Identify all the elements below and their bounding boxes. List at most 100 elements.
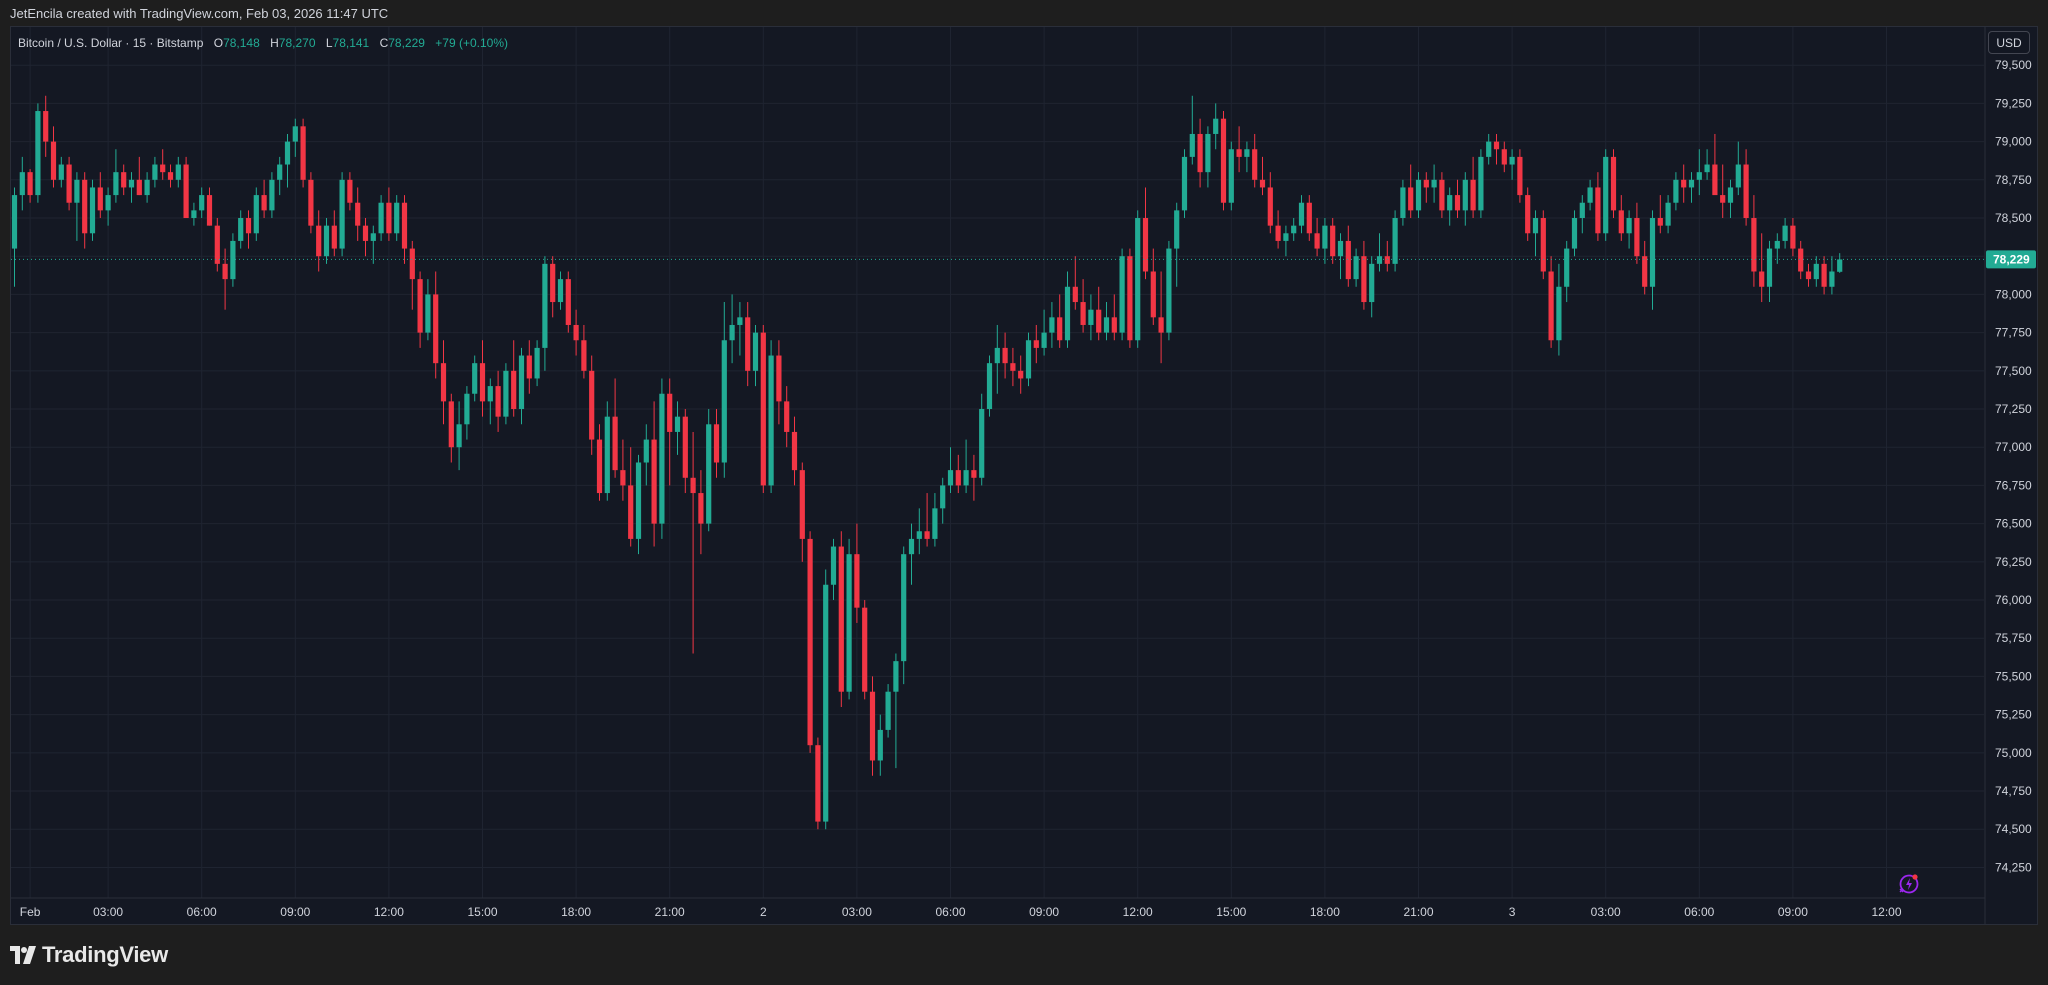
candle-body	[1696, 172, 1702, 180]
candle	[1127, 248, 1133, 348]
candle	[1025, 332, 1032, 387]
candlestick-chart[interactable]: 74,250 74,500 74,750 75,000 75,250 75,500 75,7…	[11, 27, 2037, 924]
candle	[1010, 347, 1016, 387]
candle-body	[932, 508, 938, 539]
candle-body	[963, 470, 969, 486]
candle	[791, 416, 798, 486]
candle	[323, 218, 330, 264]
candle	[50, 126, 57, 188]
candle-body	[1540, 218, 1546, 272]
candle	[89, 179, 96, 241]
candle	[1431, 164, 1437, 203]
candle-body	[1571, 218, 1578, 249]
candle-body	[573, 324, 579, 341]
candle	[1556, 263, 1562, 356]
candle	[916, 508, 922, 555]
candle	[1228, 141, 1234, 211]
x-tick-label: 18:00	[561, 905, 591, 919]
legend-close-label: C	[379, 36, 389, 50]
candle-body	[628, 485, 634, 539]
candle-body	[331, 225, 337, 249]
candle-body	[1774, 240, 1780, 249]
candle	[1002, 332, 1008, 379]
candle	[1720, 164, 1726, 219]
currency-button[interactable]: USD	[1988, 31, 2030, 54]
candle-body	[526, 355, 532, 379]
candle-body	[362, 225, 369, 241]
candle	[1712, 133, 1718, 196]
candle-body	[1712, 164, 1718, 196]
candle-body	[1002, 347, 1008, 364]
candle-body	[1431, 179, 1437, 188]
candle	[144, 172, 150, 203]
candle-body	[1033, 340, 1039, 348]
candle	[238, 210, 244, 249]
candle-body	[893, 661, 899, 692]
candle	[877, 714, 883, 776]
candle	[518, 347, 525, 425]
attribution-text: JetEncila created with TradingView.com, …	[10, 6, 389, 21]
candle	[66, 156, 72, 211]
candle-body	[947, 470, 954, 486]
candle	[199, 187, 205, 219]
candle-body	[1501, 149, 1507, 165]
last-price-badge: 78,229	[1986, 250, 2036, 269]
candle-body	[472, 363, 478, 394]
candle-body	[89, 187, 96, 234]
candle-body	[1681, 179, 1687, 188]
candle-body	[1751, 218, 1757, 272]
x-tick-label: 03:00	[93, 905, 123, 919]
candle-body	[885, 691, 891, 730]
candle-body	[1400, 187, 1406, 219]
candle	[815, 737, 821, 830]
chart-container[interactable]: 74,250 74,500 74,750 75,000 75,250 75,500 75,7…	[10, 26, 2038, 925]
candle-body	[1665, 202, 1671, 226]
replay-icon[interactable]	[1897, 872, 1921, 896]
candle	[1548, 256, 1554, 348]
candle-body	[1392, 218, 1398, 264]
candle-body	[557, 279, 564, 303]
candle	[690, 431, 696, 654]
candle	[1704, 149, 1710, 180]
candle	[183, 156, 189, 219]
x-tick-label: 21:00	[1403, 905, 1433, 919]
candle-body	[74, 179, 80, 203]
candle-body	[698, 493, 704, 524]
candle-body	[1064, 286, 1071, 341]
candle-body	[1057, 317, 1063, 341]
candle	[729, 294, 735, 364]
candle-body	[1634, 218, 1640, 257]
candle-body	[596, 439, 603, 494]
candles	[11, 95, 1843, 830]
candle	[651, 401, 657, 547]
candle-body	[807, 538, 813, 746]
candle-body	[1493, 141, 1500, 150]
legend-close-value: 78,229	[388, 36, 425, 50]
candle-body	[292, 126, 298, 142]
candle	[1361, 240, 1367, 310]
candle-body	[838, 546, 844, 692]
x-tick-label: 12:00	[374, 905, 404, 919]
candle	[245, 210, 252, 249]
legend-high-value: 78,270	[278, 36, 316, 50]
candle-body	[1096, 309, 1102, 333]
candle-body	[1337, 240, 1344, 257]
candle	[1493, 133, 1500, 165]
candle	[347, 172, 353, 211]
y-tick-label: 75,750	[1995, 631, 2032, 645]
candle	[947, 447, 954, 494]
candle	[1657, 195, 1663, 234]
candle-body	[854, 554, 860, 608]
candle	[1197, 118, 1203, 188]
candle	[479, 340, 486, 417]
candle	[550, 256, 556, 318]
candle	[620, 439, 626, 501]
candle-body	[1642, 256, 1648, 287]
candle-body	[1673, 179, 1679, 203]
candle-body	[339, 179, 345, 249]
candle	[760, 324, 766, 494]
candle-body	[1743, 164, 1749, 219]
y-tick-label: 79,000	[1995, 135, 2032, 149]
candle-body	[1805, 271, 1812, 280]
candle-body	[417, 279, 423, 333]
